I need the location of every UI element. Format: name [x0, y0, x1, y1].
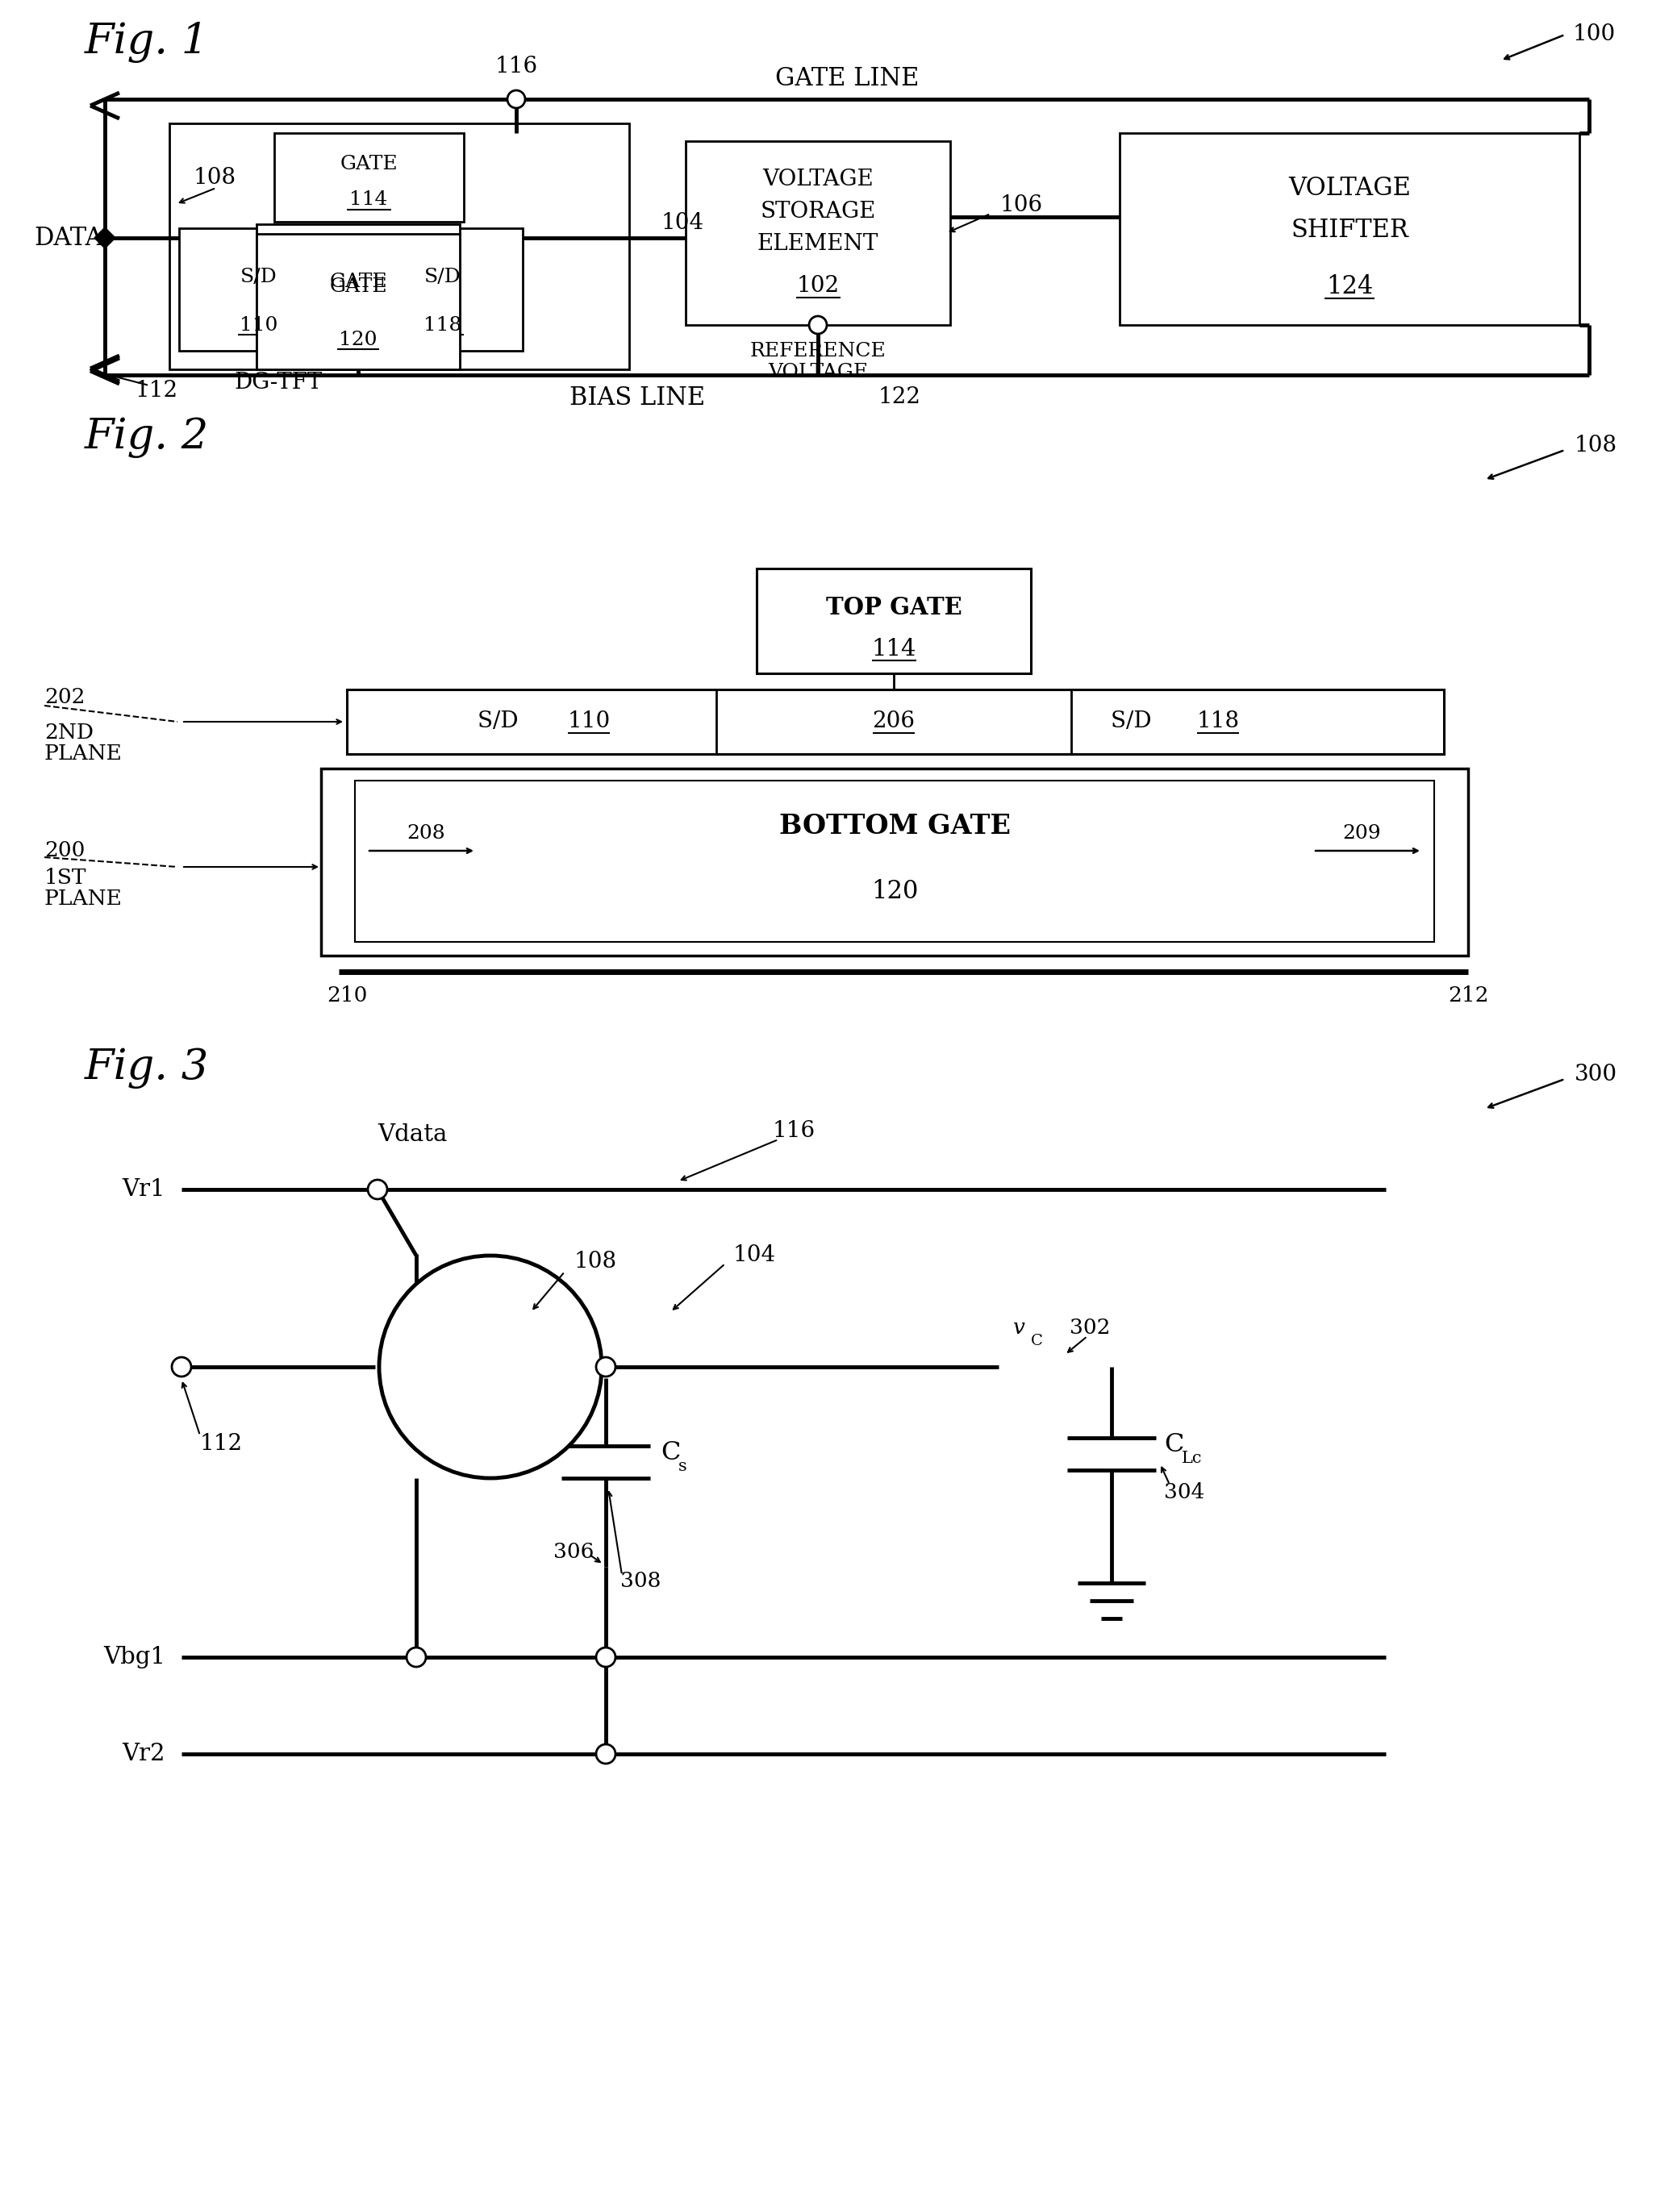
Bar — [257, 234, 459, 369]
Text: 110: 110 — [567, 710, 610, 732]
Text: 100: 100 — [1573, 24, 1617, 46]
Text: BOTTOM GATE: BOTTOM GATE — [778, 814, 1010, 841]
Text: 202: 202 — [44, 688, 86, 708]
Text: 212: 212 — [1447, 987, 1489, 1006]
Polygon shape — [94, 228, 116, 248]
Text: 302: 302 — [1070, 1318, 1110, 1338]
Text: Vr1: Vr1 — [122, 1179, 166, 1201]
Text: C: C — [661, 1440, 681, 1464]
Circle shape — [595, 1648, 615, 1668]
Bar — [356, 781, 1434, 942]
Text: S/D: S/D — [478, 710, 532, 732]
Text: 206: 206 — [872, 710, 916, 732]
Text: S/D: S/D — [424, 268, 461, 285]
Text: DG-TFT: DG-TFT — [233, 372, 322, 394]
Text: Fig. 1: Fig. 1 — [86, 22, 210, 64]
Text: 108: 108 — [574, 1252, 617, 1272]
Text: v: v — [1013, 1318, 1025, 1338]
Text: VOLTAGE: VOLTAGE — [768, 363, 869, 380]
Text: Fig. 3: Fig. 3 — [86, 1048, 210, 1088]
Text: DATA: DATA — [34, 226, 102, 250]
Circle shape — [367, 1179, 387, 1199]
Text: 2ND: 2ND — [44, 721, 94, 743]
Text: 208: 208 — [408, 823, 444, 843]
Text: 1ST: 1ST — [44, 867, 87, 887]
Text: Vdata: Vdata — [377, 1124, 448, 1146]
Text: GATE LINE: GATE LINE — [775, 66, 919, 91]
Text: 112: 112 — [136, 380, 178, 403]
Bar — [1120, 133, 1580, 325]
Text: Lc: Lc — [1182, 1451, 1202, 1467]
Bar — [362, 228, 523, 352]
Text: TOP GATE: TOP GATE — [825, 595, 963, 619]
Text: GATE: GATE — [340, 155, 397, 173]
Text: 122: 122 — [879, 387, 921, 409]
Bar — [169, 124, 629, 369]
Text: Vbg1: Vbg1 — [104, 1646, 166, 1668]
Circle shape — [595, 1745, 615, 1763]
Text: 108: 108 — [193, 168, 236, 188]
Text: 210: 210 — [327, 987, 367, 1006]
Text: PLANE: PLANE — [44, 743, 122, 763]
Bar — [756, 568, 1031, 672]
Circle shape — [379, 1256, 602, 1478]
Bar — [179, 228, 339, 352]
Circle shape — [508, 91, 525, 108]
Text: 209: 209 — [1342, 823, 1380, 843]
Text: 104: 104 — [733, 1245, 776, 1267]
Text: GATE: GATE — [329, 272, 387, 292]
Circle shape — [595, 1358, 615, 1376]
Text: REFERENCE: REFERENCE — [750, 341, 885, 361]
Text: 118: 118 — [424, 316, 461, 334]
Text: S/D: S/D — [1110, 710, 1166, 732]
Text: 120: 120 — [870, 878, 917, 902]
Text: VOLTAGE: VOLTAGE — [763, 168, 874, 190]
Bar — [257, 223, 459, 365]
Text: 102: 102 — [797, 274, 840, 296]
Circle shape — [406, 1648, 426, 1668]
Text: 112: 112 — [200, 1433, 243, 1453]
Text: s: s — [679, 1460, 688, 1475]
Bar — [275, 133, 465, 221]
Text: VOLTAGE: VOLTAGE — [1288, 175, 1410, 201]
Text: 110: 110 — [240, 316, 278, 334]
Text: 116: 116 — [773, 1121, 815, 1141]
Text: 304: 304 — [1164, 1482, 1204, 1502]
Text: SHIFTER: SHIFTER — [1291, 217, 1409, 243]
Text: 306: 306 — [553, 1542, 594, 1562]
Text: 200: 200 — [44, 841, 86, 860]
Text: 108: 108 — [1575, 436, 1617, 458]
Text: PLANE: PLANE — [44, 889, 122, 909]
Text: ELEMENT: ELEMENT — [758, 234, 879, 254]
Text: 118: 118 — [1197, 710, 1239, 732]
Bar — [686, 142, 951, 325]
Text: C: C — [1164, 1431, 1184, 1458]
Text: S/D: S/D — [240, 268, 277, 285]
Bar — [320, 768, 1467, 956]
Text: 106: 106 — [999, 195, 1043, 217]
Text: GATE: GATE — [329, 276, 387, 296]
Circle shape — [808, 316, 827, 334]
Text: Fig. 2: Fig. 2 — [86, 418, 210, 458]
Text: 104: 104 — [661, 212, 704, 234]
Text: 300: 300 — [1575, 1064, 1617, 1086]
Circle shape — [171, 1358, 191, 1376]
Text: Vr2: Vr2 — [122, 1743, 166, 1765]
Text: C: C — [1031, 1334, 1043, 1349]
Text: STORAGE: STORAGE — [760, 201, 875, 223]
Text: 120: 120 — [339, 330, 377, 349]
Text: 308: 308 — [620, 1571, 661, 1590]
Text: 114: 114 — [349, 190, 387, 210]
Bar — [347, 690, 1444, 754]
Text: 114: 114 — [872, 637, 916, 661]
Text: BIAS LINE: BIAS LINE — [570, 385, 704, 409]
Text: 124: 124 — [1327, 274, 1373, 299]
Text: 116: 116 — [495, 55, 538, 77]
